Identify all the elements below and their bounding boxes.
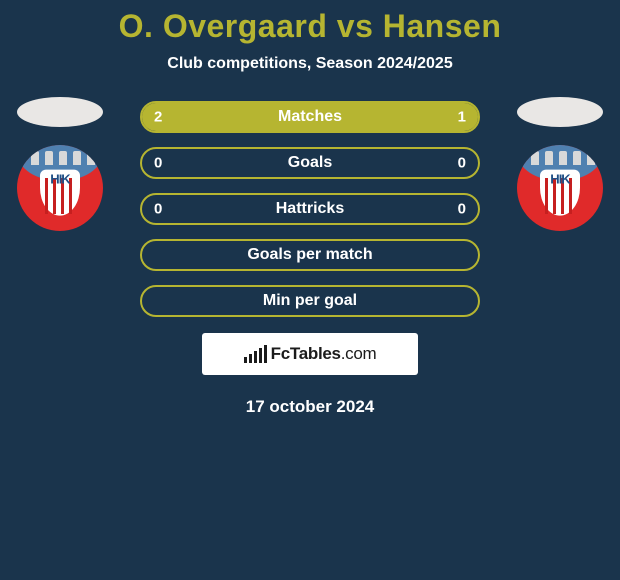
stat-label: Goals: [288, 154, 332, 172]
player-right-column: HIK: [510, 97, 610, 231]
stat-row-goals: 0 Goals 0: [140, 147, 480, 179]
brand-badge: FcTables.com: [202, 333, 418, 375]
player-left-club-crest: HIK: [17, 145, 103, 231]
player-left-silhouette: [17, 97, 103, 127]
brand-name: FcTables: [271, 344, 341, 363]
stats-list: 2 Matches 1 0 Goals 0 0 Hattricks 0 Goal…: [140, 101, 480, 317]
stat-value-left: 2: [154, 109, 162, 126]
page-title: O. Overgaard vs Hansen: [0, 0, 620, 45]
player-left-column: HIK: [10, 97, 110, 231]
player-right-silhouette: [517, 97, 603, 127]
player-right-club-crest: HIK: [517, 145, 603, 231]
stat-row-goals-per-match: Goals per match: [140, 239, 480, 271]
crest-letters: HIK: [550, 172, 569, 187]
stat-label: Min per goal: [263, 292, 357, 310]
stat-label: Hattricks: [276, 200, 344, 218]
stat-value-left: 0: [154, 201, 162, 218]
stat-row-matches: 2 Matches 1: [140, 101, 480, 133]
stat-value-left: 0: [154, 155, 162, 172]
stat-label: Goals per match: [247, 246, 372, 264]
stat-value-right: 0: [458, 201, 466, 218]
date-label: 17 october 2024: [0, 397, 620, 417]
brand-text: FcTables.com: [271, 344, 377, 364]
crest-letters: HIK: [50, 172, 69, 187]
stat-row-hattricks: 0 Hattricks 0: [140, 193, 480, 225]
stat-label: Matches: [278, 108, 342, 126]
subtitle: Club competitions, Season 2024/2025: [0, 55, 620, 73]
stat-value-right: 0: [458, 155, 466, 172]
stat-row-min-per-goal: Min per goal: [140, 285, 480, 317]
stat-value-right: 1: [458, 109, 466, 126]
brand-suffix: .com: [341, 344, 377, 363]
comparison-panel: HIK HIK 2 Matches 1 0 Goals 0: [0, 101, 620, 417]
bar-chart-icon: [244, 345, 267, 363]
